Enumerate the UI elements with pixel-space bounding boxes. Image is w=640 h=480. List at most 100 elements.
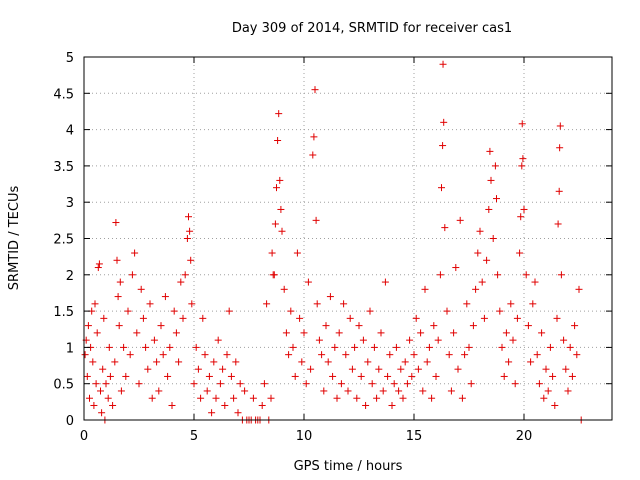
y-tick-label: 1.5	[53, 305, 74, 320]
axis-ticks: 0 0.5 1 1.5 2 2.5 3 3.5 4 4.5 5 0 5 10 15 20	[53, 51, 612, 444]
data-point	[516, 249, 524, 257]
data-point	[161, 293, 169, 301]
data-point	[498, 343, 506, 351]
x-axis-label: GPS time / hours	[294, 459, 403, 474]
data-point	[139, 314, 147, 322]
data-point	[86, 394, 93, 402]
data-point	[92, 380, 100, 388]
data-point	[223, 351, 231, 359]
data-point	[315, 336, 323, 344]
data-point	[131, 249, 139, 257]
data-point	[280, 285, 288, 293]
data-point	[362, 401, 370, 409]
data-point	[234, 409, 242, 417]
y-tick-label: 2.5	[53, 233, 74, 248]
y-tick-label: 3.5	[53, 160, 74, 175]
data-point	[302, 380, 310, 388]
data-point	[337, 380, 345, 388]
data-point	[496, 307, 504, 315]
data-point	[505, 358, 513, 366]
data-point	[120, 343, 128, 351]
data-point	[97, 387, 104, 395]
data-point	[513, 314, 521, 322]
data-point	[179, 314, 187, 322]
data-point	[370, 343, 378, 351]
data-point	[348, 365, 356, 373]
data-point	[544, 387, 552, 395]
data-point	[533, 351, 541, 359]
data-point	[135, 380, 143, 388]
data-point	[114, 293, 122, 301]
data-point	[320, 387, 328, 395]
data-point	[414, 365, 422, 373]
data-point	[318, 351, 326, 359]
data-point	[355, 322, 363, 330]
data-point	[560, 336, 568, 344]
data-point	[225, 307, 233, 315]
y-tick-label: 2	[66, 269, 74, 284]
data-point	[439, 142, 447, 150]
data-point	[377, 329, 385, 337]
data-point	[454, 365, 462, 373]
data-point	[410, 351, 418, 359]
data-point	[568, 372, 576, 380]
data-point	[109, 401, 117, 409]
data-point	[366, 307, 374, 315]
data-point	[342, 351, 350, 359]
data-point	[419, 387, 427, 395]
data-point	[551, 401, 559, 409]
data-point	[93, 329, 101, 337]
data-point	[221, 401, 229, 409]
data-point	[219, 365, 227, 373]
data-point	[177, 278, 185, 286]
data-point	[199, 314, 207, 322]
data-point	[309, 151, 317, 159]
data-point	[472, 285, 480, 293]
data-point	[230, 394, 238, 402]
data-point	[324, 358, 332, 366]
data-point	[307, 365, 315, 373]
data-point	[164, 372, 172, 380]
data-point	[381, 278, 389, 286]
data-point	[258, 401, 266, 409]
y-tick-label: 3	[66, 196, 74, 211]
data-point	[263, 300, 271, 308]
data-point	[260, 380, 268, 388]
data-point	[467, 380, 475, 388]
data-point	[554, 220, 562, 228]
data-point	[450, 329, 458, 337]
data-point	[116, 278, 124, 286]
y-tick-label: 0.5	[53, 378, 74, 393]
data-point	[84, 322, 92, 330]
data-point	[500, 372, 508, 380]
data-point	[104, 394, 112, 402]
data-point	[166, 343, 174, 351]
data-point	[111, 358, 119, 366]
data-point	[517, 213, 525, 221]
data-point	[282, 329, 290, 337]
data-point	[573, 351, 581, 359]
data-point	[291, 372, 299, 380]
data-point	[175, 358, 183, 366]
data-point	[155, 387, 163, 395]
data-point	[483, 256, 491, 264]
data-point	[340, 300, 348, 308]
data-point	[390, 380, 398, 388]
data-point	[133, 329, 141, 337]
data-point	[564, 387, 572, 395]
data-point	[91, 300, 99, 308]
data-point	[494, 271, 502, 279]
data-point	[81, 351, 89, 359]
data-point	[322, 322, 330, 330]
data-point	[556, 122, 564, 130]
data-point	[489, 235, 497, 242]
data-point	[95, 260, 103, 268]
data-point	[146, 300, 154, 308]
data-point	[194, 365, 202, 373]
data-point	[368, 380, 376, 388]
data-point	[423, 358, 431, 366]
data-point	[112, 219, 120, 227]
data-point	[487, 176, 495, 184]
data-point	[185, 213, 192, 221]
